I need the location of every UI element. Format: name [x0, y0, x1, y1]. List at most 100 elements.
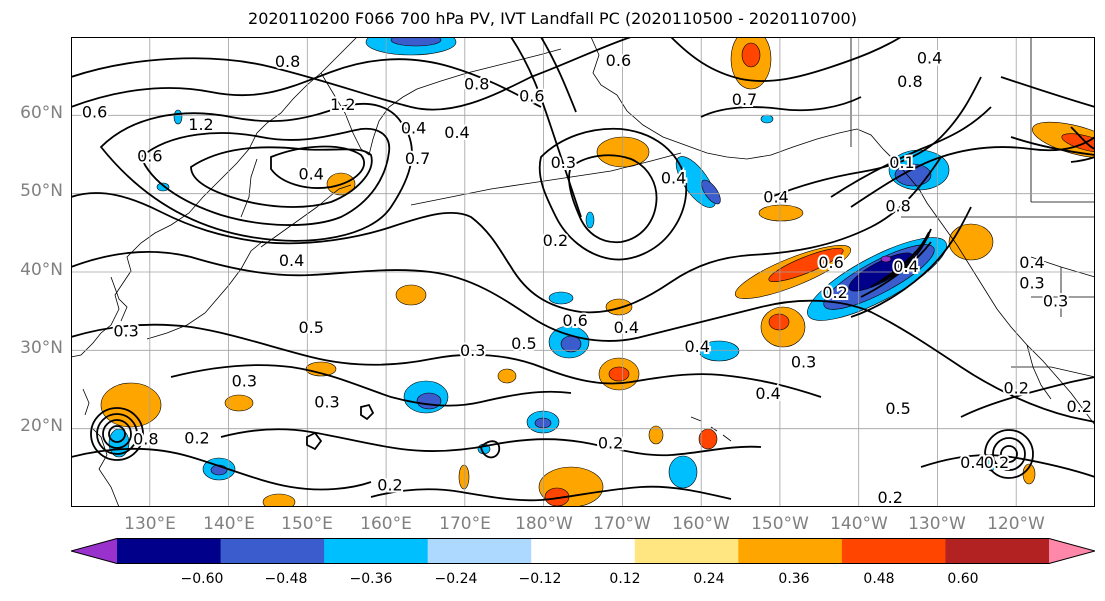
- contour-label: 0.2: [1003, 378, 1028, 397]
- positive-anomaly: [100, 382, 162, 428]
- colorbar-tick-label: 0.60: [947, 571, 979, 587]
- colorbar-tick-label: −0.48: [264, 571, 308, 587]
- negative-anomaly: [390, 37, 442, 47]
- contour-label: 0.8: [275, 52, 300, 71]
- colorbar-tick-label: 0.24: [693, 571, 725, 587]
- contour-label: 0.4: [893, 257, 918, 276]
- positive-anomaly: [768, 247, 844, 283]
- contour-label: 0.2: [984, 453, 1009, 472]
- contour-label: 0.4: [401, 118, 426, 137]
- contour-label: 0.2: [598, 433, 623, 452]
- lon-label-160e: 160°E: [360, 514, 412, 534]
- positive-anomaly: [741, 42, 761, 68]
- negative-anomaly: [173, 109, 183, 125]
- colorbar-segment: [738, 538, 843, 564]
- positive-anomaly: [648, 425, 664, 445]
- lon-label-170e: 170°E: [439, 514, 491, 534]
- contour-label: 0.3: [551, 153, 576, 172]
- contour-label: 0.4: [917, 49, 942, 68]
- contour-label: 0.8: [885, 197, 910, 216]
- map-title: 2020110200 F066 700 hPa PV, IVT Landfall…: [248, 9, 857, 28]
- contour-label: 0.4: [614, 318, 639, 337]
- colorbar-segment: [945, 538, 1050, 564]
- lat-label-20: 20°N: [20, 416, 63, 436]
- lon-label-130e: 130°E: [124, 514, 176, 534]
- contour-label: 0.3: [791, 353, 816, 372]
- contour-label: 0.3: [1043, 292, 1068, 311]
- negative-anomaly: [894, 163, 932, 187]
- colorbar-segment: [841, 538, 946, 564]
- positive-anomaly: [768, 313, 790, 331]
- contour-label: 0.8: [464, 75, 489, 94]
- contour-label: 0.4: [755, 384, 780, 403]
- coastlines: [71, 37, 1095, 507]
- lon-label-180w: 180°W: [515, 514, 573, 534]
- colorbar-segment: [531, 538, 636, 564]
- contour-label: 0.4: [1019, 253, 1044, 272]
- contour-label: 0.5: [511, 334, 536, 353]
- contour-label: 0.2: [184, 429, 209, 448]
- contour-label: 0.2: [1066, 397, 1091, 416]
- negative-anomaly: [560, 335, 582, 353]
- lon-label-150e: 150°E: [281, 514, 333, 534]
- contour-label: 1.2: [188, 115, 213, 134]
- colorbar: [71, 538, 1095, 564]
- negative-anomaly: [156, 182, 170, 192]
- colorbar-tick-label: 0.48: [863, 571, 895, 587]
- colorbar-outline: [71, 538, 1095, 564]
- map-plot: 0.8 0.6 0.8 0.6 0.4 0.8 0.7 1.2 1.2 0.4 0.4 0.7 0.6 0…: [71, 37, 1095, 507]
- colorbar-tick-label: −0.60: [180, 571, 224, 587]
- colorbar-segment: [220, 538, 325, 564]
- positive-anomaly: [497, 368, 517, 384]
- contour-label: 0.7: [405, 149, 430, 168]
- contour-label: 0.3: [314, 393, 339, 412]
- negative-anomaly: [416, 392, 442, 410]
- contour-label: 0.2: [377, 476, 402, 495]
- lon-label-150w: 150°W: [751, 514, 809, 534]
- map-frame: [71, 37, 1095, 507]
- contour-label: 0.1: [889, 153, 914, 172]
- contour-label: 0.6: [562, 311, 587, 330]
- pv-contours: [71, 37, 1095, 502]
- colorbar-segment: [324, 538, 429, 564]
- contour-label: 0.4: [661, 169, 686, 188]
- positive-anomaly: [948, 223, 994, 261]
- negative-anomaly: [668, 455, 698, 489]
- contour-label: 0.7: [732, 90, 757, 109]
- lat-label-40: 40°N: [20, 260, 63, 280]
- lon-label-170w: 170°W: [593, 514, 651, 534]
- contour-label: 0.3: [113, 321, 138, 340]
- colorbar-segment: [117, 538, 222, 564]
- lon-label-140e: 140°E: [203, 514, 255, 534]
- colorbar-tick-label: −0.24: [434, 571, 478, 587]
- colorbar-extend-low: [71, 538, 117, 564]
- contour-label: 0.5: [885, 399, 910, 418]
- contour-label: 0.6: [818, 253, 843, 272]
- contour-labels: 0.8 0.6 0.8 0.6 0.4 0.8 0.7 1.2 1.2 0.4 0.4 0.7 0.6 0…: [80, 47, 1094, 507]
- lon-label-130w: 130°W: [908, 514, 966, 534]
- colorbar-tick-label: 0.12: [609, 571, 641, 587]
- negative-anomaly: [585, 211, 595, 229]
- lat-label-50: 50°N: [20, 181, 63, 201]
- negative-anomaly: [534, 417, 552, 429]
- colorbar-segment: [427, 538, 532, 564]
- contour-label: 0.8: [133, 429, 158, 448]
- positive-anomaly: [458, 464, 470, 490]
- positive-anomaly: [262, 493, 296, 507]
- contour-label: 1.2: [330, 95, 355, 114]
- contour-label: 0.8: [897, 72, 922, 91]
- colorbar-tick-label: 0.36: [778, 571, 810, 587]
- contour-label: 0.2: [543, 231, 568, 250]
- contour-label: 0.4: [279, 251, 304, 270]
- gridlines: [71, 37, 1095, 507]
- colorbar-tick-label: −0.12: [518, 571, 562, 587]
- contour-label: 0.4: [763, 187, 788, 206]
- colorbar-extend-high: [1049, 538, 1095, 564]
- positive-anomaly: [758, 204, 804, 222]
- colorbar-segment: [634, 538, 739, 564]
- contour-label: 0.5: [298, 318, 323, 337]
- lon-label-140w: 140°W: [830, 514, 888, 534]
- positive-anomaly: [608, 366, 630, 382]
- contour-label: 0.4: [444, 123, 469, 142]
- contour-label: 0.4: [960, 453, 985, 472]
